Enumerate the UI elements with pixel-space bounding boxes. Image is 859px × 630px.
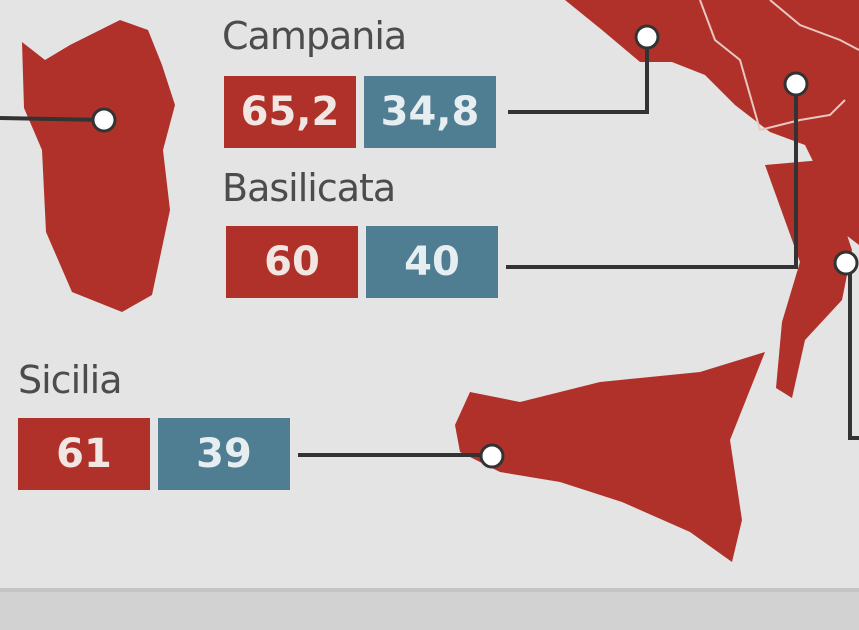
sardinia-marker: [91, 107, 117, 133]
sicilia-value-2: 39: [158, 418, 290, 490]
basilicata-value-2: 40: [366, 226, 498, 298]
basilicata-leader-line: [506, 84, 798, 269]
calabria-marker: [833, 250, 859, 276]
sardinia-leader-line: [0, 116, 105, 122]
mainland-north-region: [565, 0, 859, 245]
calabria-region: [765, 160, 852, 398]
basilicata-marker: [783, 71, 809, 97]
campania-value-1: 65,2: [224, 76, 356, 148]
campania-value-2: 34,8: [364, 76, 496, 148]
leader-lines: [0, 38, 859, 457]
region-label-sicilia: Sicilia: [18, 358, 123, 402]
bottom-band: [0, 588, 859, 630]
sicilia-value-1: 61: [18, 418, 150, 490]
region-label-basilicata: Basilicata: [222, 166, 396, 210]
region-label-campania: Campania: [222, 14, 407, 58]
sardinia-region: [22, 20, 175, 312]
campania-marker: [634, 24, 660, 50]
campania-leader-line: [508, 38, 649, 114]
sicily-region: [455, 352, 765, 562]
sicilia-marker: [479, 443, 505, 469]
calabria-leader-line: [848, 263, 859, 440]
region-border: [699, 0, 846, 132]
basilicata-value-1: 60: [226, 226, 358, 298]
location-markers: [91, 24, 859, 469]
region-border: [769, 0, 859, 51]
